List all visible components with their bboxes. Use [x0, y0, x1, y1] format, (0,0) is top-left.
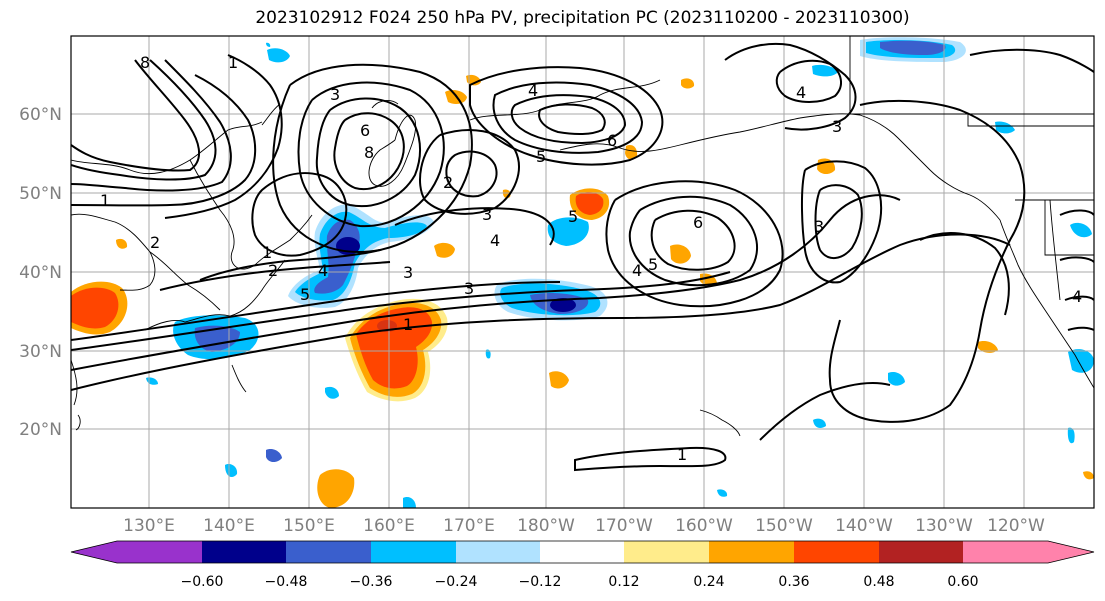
- contour-label: 3: [814, 217, 824, 236]
- grid-lines: [71, 36, 1094, 508]
- colorbar-outline: [70, 540, 1095, 564]
- contour-label: 1: [403, 315, 413, 334]
- contour-label: 5: [300, 285, 310, 304]
- lon-label: 140°W: [835, 516, 893, 536]
- colorbar-segments: [70, 540, 1095, 564]
- contour-label: 3: [832, 117, 842, 136]
- lon-label: 130°E: [123, 516, 175, 536]
- contour-label: 4: [1072, 287, 1082, 306]
- lon-label: 150°E: [283, 516, 335, 536]
- colorbar-tick-label: 0.12: [608, 574, 639, 590]
- lon-label: 130°W: [915, 516, 973, 536]
- contour-label: 3: [403, 263, 413, 282]
- lon-label: 120°W: [987, 516, 1045, 536]
- contour-label: 6: [607, 131, 617, 150]
- colorbar-tick-label: −0.12: [519, 574, 562, 590]
- contour-label: 8: [140, 53, 150, 72]
- lat-label: 20°N: [19, 420, 62, 440]
- colorbar-tick-label: 0.48: [863, 574, 894, 590]
- colorbar-segment: [624, 541, 709, 563]
- colorbar-ticks: −0.60 −0.48 −0.36 −0.24 −0.12 0.12 0.24 …: [181, 574, 979, 590]
- lat-label: 60°N: [19, 105, 62, 125]
- colorbar-extend-max: [1048, 541, 1094, 563]
- lon-label: 160°E: [363, 516, 415, 536]
- contour-label: 4: [318, 261, 328, 280]
- contour-label: 1: [100, 191, 110, 210]
- lon-label: 170°W: [595, 516, 653, 536]
- contour-label: 3: [330, 85, 340, 104]
- lat-label: 40°N: [19, 263, 62, 283]
- contour-label: 1: [228, 53, 238, 72]
- contour-label: 5: [536, 147, 546, 166]
- contour-labels: 8 1 3 6 8 4 5 2 3 6 5 1 2 4 3 1 2 5 4 6 …: [100, 53, 1082, 464]
- lon-label: 180°W: [517, 516, 575, 536]
- contour-label: 4: [490, 231, 500, 250]
- lon-label: 150°W: [755, 516, 813, 536]
- colorbar-tick-label: −0.60: [181, 574, 224, 590]
- contour-label: 2: [443, 173, 453, 192]
- longitude-axis: 130°E 140°E 150°E 160°E 170°E 180°W 170°…: [123, 516, 1045, 536]
- colorbar-tick-label: −0.24: [435, 574, 478, 590]
- contour-label: 8: [364, 143, 374, 162]
- colorbar-segment: [371, 541, 456, 563]
- precip-positive-shading: [71, 74, 1094, 508]
- map-frame: [70, 35, 1095, 509]
- colorbar-extend-min: [71, 541, 117, 563]
- colorbar-tick-label: 0.60: [947, 574, 978, 590]
- lon-label: 140°E: [203, 516, 255, 536]
- pv-contours: [71, 42, 1094, 472]
- lon-label: 160°W: [675, 516, 733, 536]
- contour-label: 2: [268, 261, 278, 280]
- contour-label: 1: [262, 243, 272, 262]
- colorbar-segment: [540, 541, 624, 563]
- contour-label: 6: [360, 121, 370, 140]
- contour-label: 2: [150, 233, 160, 252]
- colorbar-segment: [709, 541, 794, 563]
- contour-label: 3: [464, 279, 474, 298]
- contour-label: 6: [693, 213, 703, 232]
- colorbar-segment: [202, 541, 286, 563]
- colorbar-segment: [879, 541, 963, 563]
- colorbar-segment: [456, 541, 540, 563]
- colorbar-tick-label: 0.24: [693, 574, 724, 590]
- colorbar-segment: [286, 541, 371, 563]
- colorbar-tick-label: −0.48: [265, 574, 308, 590]
- contour-label: 5: [568, 207, 578, 226]
- colorbar-segment: [794, 541, 879, 563]
- colorbar-segment: [963, 541, 1048, 563]
- latitude-axis: 60°N 50°N 40°N 30°N 20°N: [19, 105, 62, 440]
- lat-label: 30°N: [19, 342, 62, 362]
- colorbar: −0.60 −0.48 −0.36 −0.24 −0.12 0.12 0.24 …: [70, 540, 1095, 590]
- map-title: 2023102912 F024 250 hPa PV, precipitatio…: [255, 8, 910, 28]
- contour-label: 4: [528, 81, 538, 100]
- contour-label: 5: [648, 255, 658, 274]
- lon-label: 170°E: [443, 516, 495, 536]
- lat-label: 50°N: [19, 184, 62, 204]
- contour-label: 3: [482, 205, 492, 224]
- contour-label: 1: [677, 445, 687, 464]
- colorbar-tick-label: 0.36: [778, 574, 809, 590]
- contour-label: 4: [796, 83, 806, 102]
- colorbar-tick-label: −0.36: [350, 574, 393, 590]
- contour-label: 4: [632, 261, 642, 280]
- colorbar-segment: [117, 541, 202, 563]
